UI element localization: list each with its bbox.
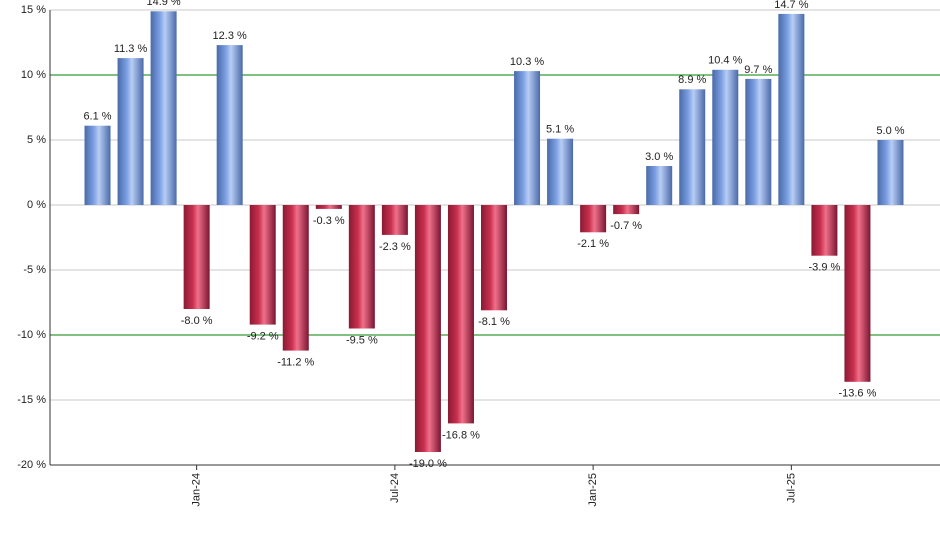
value-label: 3.0 % [645, 151, 673, 163]
bar [646, 166, 673, 205]
bar [811, 205, 838, 256]
value-label: 6.1 % [83, 111, 111, 123]
y-tick-label: 10 % [21, 69, 46, 81]
bar [613, 205, 640, 215]
bar [481, 205, 507, 311]
value-label: 8.9 % [678, 74, 706, 86]
bar [844, 205, 871, 382]
value-label: -9.5 % [346, 334, 378, 346]
y-tick-label: 5 % [27, 134, 46, 146]
bar [877, 140, 904, 205]
y-tick-label: -15 % [17, 394, 46, 406]
bar [282, 205, 309, 351]
y-tick-label: 15 % [21, 4, 46, 16]
value-label: 11.3 % [114, 43, 148, 55]
x-tick-label: Jan-25 [587, 473, 599, 507]
bar [249, 205, 276, 325]
value-label: 14.9 % [146, 0, 180, 8]
bar [414, 205, 441, 452]
y-tick-label: -20 % [17, 459, 46, 471]
bar [381, 205, 408, 235]
y-tick-label: -5 % [23, 264, 46, 276]
bar [547, 138, 574, 205]
value-label: -9.2 % [247, 331, 279, 343]
value-label: 5.0 % [876, 125, 904, 137]
bar [348, 205, 375, 329]
value-label: -0.7 % [610, 220, 642, 232]
bar [84, 125, 111, 205]
value-label: 10.4 % [708, 55, 742, 67]
labels: -20 % -15 % -10 % -5 % 0 % 5 % 10 % 15 % 6.1 % 11… [17, 0, 905, 507]
bar [778, 13, 805, 206]
value-label: 12.3 % [213, 30, 247, 42]
bar [117, 58, 144, 205]
value-label: -8.1 % [478, 316, 510, 328]
x-tick-label: Jan-24 [191, 473, 203, 507]
x-tick-label: Jul-24 [389, 473, 401, 503]
bar [679, 89, 706, 205]
y-tick-label: -10 % [17, 329, 46, 341]
bars [84, 11, 904, 452]
value-label: -2.1 % [577, 238, 609, 250]
bar [150, 11, 177, 205]
value-label: -2.3 % [379, 241, 411, 253]
value-label: 10.3 % [510, 56, 544, 68]
value-label: -0.3 % [313, 215, 345, 227]
value-label: 5.1 % [546, 124, 574, 136]
bar [183, 205, 210, 309]
value-label: -16.8 % [442, 429, 480, 441]
bar [580, 205, 607, 233]
bar [712, 69, 739, 205]
value-label: -13.6 % [838, 388, 876, 400]
value-label: -8.0 % [181, 315, 213, 327]
value-label: -19.0 % [409, 458, 447, 470]
bar [447, 205, 474, 424]
bar [514, 71, 541, 205]
bar [216, 45, 243, 205]
value-label: -11.2 % [277, 357, 314, 369]
value-label: 9.7 % [744, 64, 772, 76]
x-tick-label: Jul-25 [785, 473, 797, 503]
bar [745, 78, 772, 205]
y-tick-label: 0 % [27, 199, 46, 211]
value-label: -3.9 % [809, 262, 841, 274]
value-label: 14.7 % [774, 0, 808, 11]
bar [315, 205, 342, 209]
